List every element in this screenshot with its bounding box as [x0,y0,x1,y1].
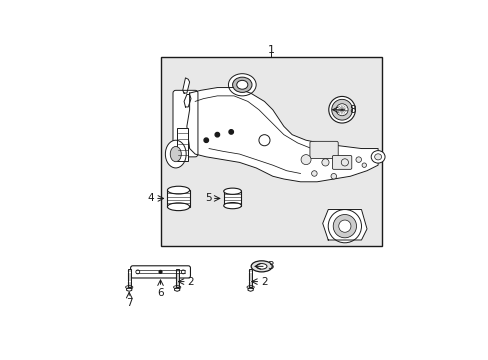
Bar [224,191,241,206]
Ellipse shape [170,147,181,162]
Text: 1: 1 [267,45,274,55]
Polygon shape [322,210,366,240]
Polygon shape [174,288,180,291]
Circle shape [301,155,310,165]
Circle shape [332,215,356,238]
FancyBboxPatch shape [130,266,190,278]
Bar [127,269,130,287]
Circle shape [311,171,317,176]
Text: 2: 2 [261,276,267,287]
Ellipse shape [167,186,189,194]
Bar [160,57,382,246]
Ellipse shape [224,203,241,209]
Ellipse shape [165,140,186,168]
Polygon shape [247,288,253,291]
FancyBboxPatch shape [332,156,351,169]
Ellipse shape [228,74,256,96]
Polygon shape [126,288,132,291]
Bar [249,269,251,287]
Circle shape [338,220,350,232]
Circle shape [335,104,347,116]
Circle shape [330,174,336,179]
Ellipse shape [256,264,266,269]
Ellipse shape [224,188,241,194]
Circle shape [327,210,361,243]
FancyBboxPatch shape [173,90,198,157]
Circle shape [321,159,328,166]
Text: 4: 4 [147,193,153,203]
Text: 5: 5 [205,193,211,203]
Ellipse shape [173,285,181,289]
Ellipse shape [125,285,133,289]
Text: 7: 7 [125,298,132,308]
Text: 6: 6 [157,288,163,298]
Ellipse shape [370,150,384,163]
Text: 2: 2 [187,276,194,287]
Bar [177,128,188,161]
Circle shape [259,135,269,146]
Polygon shape [183,94,191,107]
Circle shape [228,130,233,134]
FancyBboxPatch shape [309,141,338,158]
Circle shape [331,99,352,120]
Circle shape [215,132,219,137]
Text: 8: 8 [348,105,355,115]
Circle shape [355,157,361,162]
Ellipse shape [246,285,254,289]
Ellipse shape [167,203,189,211]
Ellipse shape [232,77,251,93]
Bar [167,190,189,207]
Circle shape [328,96,355,123]
Ellipse shape [251,261,272,272]
Bar [175,269,178,287]
Circle shape [159,270,162,273]
Polygon shape [183,78,189,93]
Text: 3: 3 [266,261,273,271]
Polygon shape [186,87,377,182]
Ellipse shape [236,80,247,89]
Circle shape [203,138,208,143]
Ellipse shape [374,154,381,160]
Circle shape [341,159,348,166]
Circle shape [361,163,366,167]
